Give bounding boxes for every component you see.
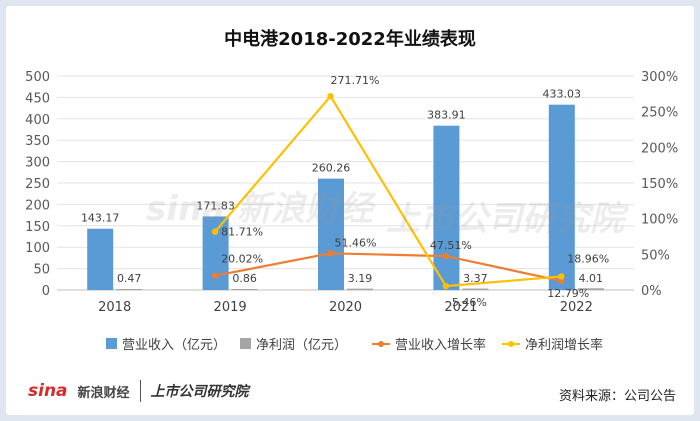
revenue-growth-point [558, 277, 565, 285]
y-right-tick-label: 0% [641, 284, 662, 299]
revenue-bar-label: 143.17 [81, 212, 120, 225]
footer-brand: sina 新浪财经 上市公司研究院 [28, 380, 249, 402]
y-right-tick-label: 50% [641, 248, 670, 263]
y-left-tick-label: 400 [25, 113, 50, 128]
net-profit-bar-label: 4.01 [579, 272, 604, 285]
revenue-bar-label: 433.03 [543, 88, 582, 101]
revenue-growth-label: 47.51% [430, 239, 472, 252]
net-profit-growth-line [214, 94, 562, 288]
net-profit-bar [577, 288, 604, 290]
revenue-growth-point [442, 252, 450, 260]
y-right-tick-label: 250% [641, 106, 678, 121]
legend-label: 净利润增长率 [525, 337, 603, 353]
legend-label: 营业收入增长率 [395, 337, 486, 353]
revenue-bar-label: 383.91 [427, 109, 466, 122]
x-tick-label: 2020 [329, 300, 362, 315]
net-profit-growth-point [442, 282, 450, 290]
x-tick-label: 2022 [560, 300, 593, 315]
net-profit-bar [231, 289, 258, 290]
source-note: 资料来源：公司公告 [558, 389, 676, 404]
net-profit-bar-label: 0.47 [117, 272, 142, 285]
legend-swatch [240, 338, 251, 349]
net-profit-growth-point [327, 92, 334, 100]
y-right-tick-label: 200% [641, 141, 678, 156]
revenue-bar-label: 171.83 [196, 199, 235, 212]
y-right-tick-label: 300% [641, 70, 678, 85]
legend-label: 净利润（亿元） [256, 338, 347, 353]
chart-svg: 中电港2018-2022年业绩表现 0 50 100 150 200 250 300 350 40… [25, 28, 678, 353]
revenue-growth-label: 20.02% [221, 253, 263, 266]
net-profit-growth-label: 81.71% [221, 226, 263, 239]
chart-frame: 中电港2018-2022年业绩表现 0 50 100 150 200 250 300 350 40… [6, 6, 694, 415]
net-profit-bar-label: 0.86 [232, 272, 257, 285]
brand-divider [139, 380, 141, 402]
revenue-bar-label: 260.26 [312, 162, 351, 175]
revenue-growth-line [214, 252, 562, 282]
x-tick-label: 2021 [444, 300, 477, 315]
y-right-tick-label: 150% [641, 177, 678, 192]
revenue-bar [87, 228, 114, 290]
net-profit-bar-label: 3.19 [348, 272, 373, 285]
research-institute-name: 上市公司研究院 [150, 384, 249, 400]
net-profit-bar [347, 288, 373, 290]
revenue-bar [548, 104, 575, 290]
revenue-growth-label: 51.46% [335, 236, 377, 249]
revenue-bar [318, 178, 344, 290]
legend-marker [508, 341, 514, 347]
net-profit-bar-label: 3.37 [463, 272, 488, 285]
y-left-tick-label: 450 [25, 91, 50, 106]
x-tick-label: 2019 [214, 300, 247, 315]
net-profit-growth-label: 5.46% [452, 296, 487, 309]
revenue-growth-label: 12.79% [547, 287, 589, 300]
y-left-tick-label: 250 [25, 177, 50, 192]
net-profit-bar [116, 289, 143, 290]
y-left-tick-label: 200 [25, 198, 50, 213]
y-left-tick-label: 150 [25, 220, 50, 235]
net-profit-growth-label: 18.96% [567, 252, 609, 265]
net-profit-growth-point [211, 228, 219, 235]
net-profit-bar [462, 288, 489, 290]
legend-marker [378, 341, 384, 347]
chart-title: 中电港2018-2022年业绩表现 [224, 28, 476, 50]
y-left-tick-label: 350 [25, 134, 50, 149]
y-right-tick-label: 100% [641, 213, 678, 228]
revenue-growth-point [211, 272, 219, 279]
revenue-growth-point [327, 250, 334, 257]
revenue-bar [433, 125, 460, 290]
legend-label: 营业收入（亿元） [122, 338, 226, 353]
legend-swatch [106, 338, 117, 349]
y-left-tick-label: 100 [25, 241, 50, 256]
sina-logo: sina [28, 381, 68, 401]
y-left-tick-label: 300 [25, 156, 50, 171]
net-profit-growth-point [558, 273, 565, 280]
net-profit-growth-label: 271.71% [331, 74, 380, 87]
y-left-tick-label: 500 [25, 70, 50, 85]
x-tick-label: 2018 [98, 300, 131, 315]
y-left-tick-label: 50 [33, 263, 50, 278]
y-left-tick-label: 0 [42, 284, 50, 299]
sina-finance-name: 新浪财经 [77, 385, 130, 401]
